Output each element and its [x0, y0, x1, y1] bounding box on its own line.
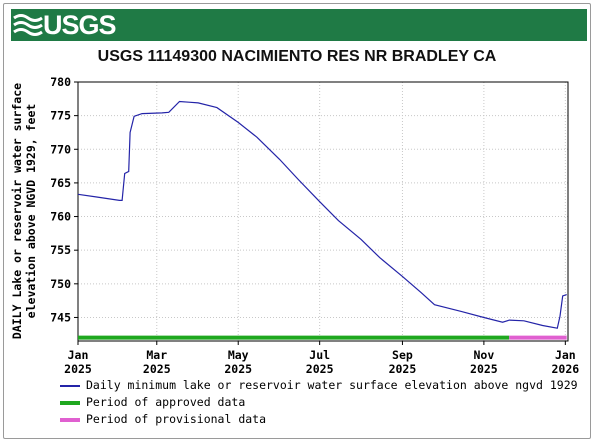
- chart-frame: [3, 3, 591, 439]
- legend-label-series: Daily minimum lake or reservoir water su…: [86, 378, 578, 392]
- y-axis-label-line-2: elevation above NGVD 1929, feet: [24, 104, 38, 319]
- y-tick-label: 770: [50, 142, 71, 156]
- x-tick-label-year: 2025: [224, 362, 252, 376]
- y-tick-label: 780: [50, 75, 71, 89]
- x-tick-label-month: Jan: [555, 348, 576, 362]
- x-tick-label-month: Mar: [146, 348, 167, 362]
- usgs-logo-text: USGS: [43, 10, 117, 40]
- y-tick-label: 750: [50, 277, 71, 291]
- y-axis-label-line-1: DAILY Lake or reservoir water surface: [10, 83, 24, 339]
- y-tick-label: 745: [50, 310, 71, 324]
- legend-label-provisional: Period of provisional data: [86, 412, 267, 426]
- x-tick-label-month: Jan: [68, 348, 89, 362]
- x-tick-label-month: Jul: [309, 348, 330, 362]
- x-tick-label-year: 2025: [470, 362, 498, 376]
- y-axis-label: DAILY Lake or reservoir water surface el…: [10, 83, 38, 339]
- legend-label-approved: Period of approved data: [86, 395, 246, 409]
- y-tick-label: 760: [50, 210, 71, 224]
- x-tick-label-month: May: [228, 348, 249, 362]
- x-tick-label-month: Sep: [392, 348, 413, 362]
- y-tick-label: 755: [50, 243, 71, 257]
- usgs-wave-logo-icon: [13, 14, 43, 36]
- plot-border: [77, 81, 569, 342]
- x-tick-label-year: 2025: [64, 362, 92, 376]
- usgs-banner: USGS: [11, 9, 587, 41]
- legend-swatch-provisional: [60, 418, 80, 422]
- x-tick-label-year: 2025: [143, 362, 171, 376]
- y-axis-ticks: 745 750 755 760 765 770 775 780: [50, 75, 78, 324]
- x-tick-label-year: 2025: [306, 362, 334, 376]
- x-tick-label-year: 2026: [551, 362, 579, 376]
- y-tick-label: 765: [50, 176, 71, 190]
- x-axis-ticks: Jan2025Mar2025May2025Jul2025Sep2025Nov20…: [64, 341, 579, 376]
- chart-title: USGS 11149300 NACIMIENTO RES NR BRADLEY …: [97, 48, 497, 65]
- x-tick-label-month: Nov: [473, 348, 494, 362]
- y-tick-label: 775: [50, 109, 71, 123]
- grid: [77, 81, 568, 341]
- legend-swatch-series: [60, 385, 80, 387]
- legend-swatch-approved: [60, 401, 80, 405]
- series-line: [77, 100, 567, 329]
- x-tick-label-year: 2025: [389, 362, 417, 376]
